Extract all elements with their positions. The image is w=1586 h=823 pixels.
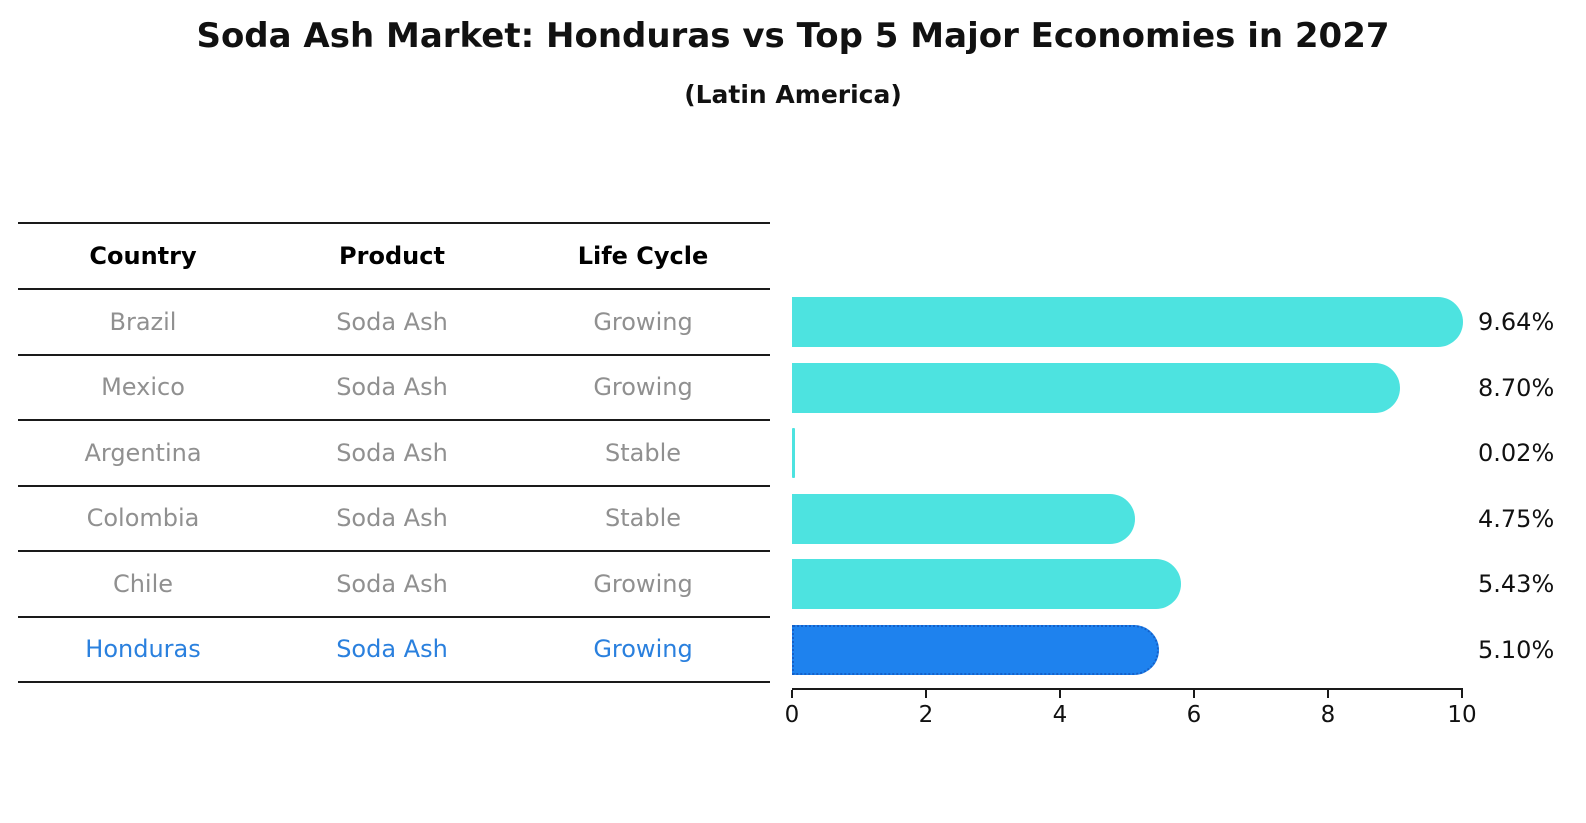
table-row-mexico: Mexico Soda Ash Growing: [18, 356, 770, 421]
x-tick-label-4: 4: [1052, 702, 1068, 728]
bar-chile: [792, 559, 1181, 610]
country-table: Country Product Life Cycle Brazil Soda As…: [18, 222, 770, 683]
cell-country-mexico: Mexico: [101, 373, 185, 402]
value-label-brazil: 9.64%: [1478, 308, 1555, 336]
cell-country-colombia: Colombia: [86, 504, 200, 533]
table-row-honduras: Honduras Soda Ash Growing: [18, 618, 770, 683]
x-tick-label-6: 6: [1186, 702, 1202, 728]
chart-subtitle: (Latin America): [684, 80, 902, 109]
x-tick-mark-6: [1193, 690, 1195, 698]
chart-title: Soda Ash Market: Honduras vs Top 5 Major…: [196, 16, 1390, 56]
cell-lifecycle-honduras: Growing: [593, 635, 693, 664]
value-label-argentina: 0.02%: [1478, 439, 1555, 468]
x-tick-label-2: 2: [918, 702, 934, 728]
x-axis-line: [792, 688, 1463, 690]
table-header-row: Country Product Life Cycle: [18, 224, 770, 290]
cell-lifecycle-argentina: Stable: [604, 438, 682, 467]
x-tick-label-10: 10: [1447, 702, 1477, 728]
x-tick-mark-8: [1327, 690, 1329, 698]
table-body: Brazil Soda Ash Growing Mexico Soda Ash Growi…: [18, 290, 770, 683]
cell-lifecycle-mexico: Growing: [593, 373, 693, 402]
cell-product-argentina: Soda Ash: [336, 438, 448, 467]
bar-argentina: [792, 428, 795, 479]
cell-product-honduras: Soda Ash: [336, 635, 448, 664]
column-header-lifecycle: Life Cycle: [577, 242, 709, 270]
x-tick-mark-4: [1059, 690, 1061, 698]
cell-lifecycle-colombia: Stable: [604, 504, 682, 533]
table-row-colombia: Colombia Soda Ash Stable: [18, 487, 770, 552]
bar-mexico: [792, 362, 1400, 413]
x-tick-mark-0: [791, 690, 793, 698]
bar-honduras: [792, 625, 1159, 675]
cell-country-argentina: Argentina: [84, 438, 202, 467]
cell-country-honduras: Honduras: [85, 635, 201, 664]
x-tick-label-0: 0: [784, 702, 800, 728]
cell-product-mexico: Soda Ash: [336, 373, 448, 402]
value-label-honduras: 5.10%: [1478, 636, 1555, 664]
bar-brazil: [792, 297, 1463, 347]
cell-product-colombia: Soda Ash: [336, 504, 448, 533]
table-row-argentina: Argentina Soda Ash Stable: [18, 421, 770, 487]
x-tick-mark-10: [1461, 690, 1463, 698]
column-header-product: Product: [339, 242, 445, 270]
cell-lifecycle-brazil: Growing: [593, 307, 693, 336]
value-label-chile: 5.43%: [1478, 570, 1555, 599]
table-row-chile: Chile Soda Ash Growing: [18, 552, 770, 618]
bar-colombia: [792, 493, 1136, 544]
column-header-country: Country: [89, 242, 197, 270]
cell-country-brazil: Brazil: [109, 307, 177, 336]
value-label-colombia: 4.75%: [1478, 504, 1555, 533]
cell-country-chile: Chile: [112, 569, 174, 598]
x-tick-mark-2: [925, 690, 927, 698]
cell-product-brazil: Soda Ash: [336, 307, 448, 336]
cell-lifecycle-chile: Growing: [593, 569, 693, 598]
cell-product-chile: Soda Ash: [336, 569, 448, 598]
table-row-brazil: Brazil Soda Ash Growing: [18, 290, 770, 356]
x-tick-label-8: 8: [1320, 702, 1336, 728]
value-label-mexico: 8.70%: [1478, 373, 1555, 402]
